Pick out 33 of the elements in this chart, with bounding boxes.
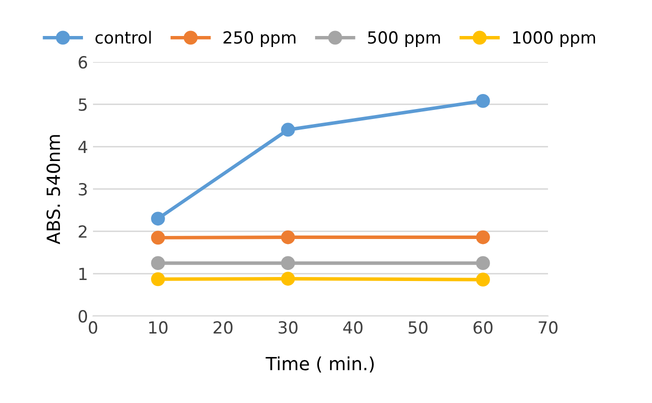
x-tick-label: 0	[88, 321, 98, 334]
point	[476, 256, 490, 270]
y-tick-label: 0	[78, 310, 88, 323]
point	[281, 256, 295, 270]
x-tick-label: 40	[343, 321, 362, 334]
point	[151, 272, 165, 286]
point	[281, 230, 295, 244]
y-tick-label: 3	[78, 182, 87, 196]
point	[476, 272, 490, 287]
x-tick-label: 70	[538, 321, 558, 334]
y-tick-label: 2	[78, 225, 86, 238]
legend-label: 500 ppm	[368, 31, 440, 47]
y-tick-label: 1	[79, 268, 87, 280]
x-tick-label: 10	[149, 321, 168, 334]
legend-label: 250 ppm	[224, 31, 296, 47]
x-axis-title: Time ( min.)	[266, 356, 374, 373]
point	[476, 230, 490, 244]
point	[476, 94, 490, 108]
y-tick-label: 4	[78, 140, 88, 153]
x-tick-label: 60	[474, 321, 492, 334]
point	[151, 212, 165, 226]
x-tick-label: 30	[278, 321, 298, 334]
x-tick-label: 20	[214, 321, 232, 334]
y-tick-label: 5	[78, 98, 87, 111]
point	[281, 122, 295, 137]
legend-label: control	[95, 30, 151, 44]
x-tick-label: 50	[408, 321, 428, 334]
legend-label: 1000 ppm	[513, 31, 596, 47]
y-axis-title: ABS. 540nm	[46, 135, 60, 244]
point	[151, 256, 165, 270]
point	[281, 272, 295, 286]
point	[151, 230, 165, 245]
y-tick-label: 6	[78, 56, 88, 69]
